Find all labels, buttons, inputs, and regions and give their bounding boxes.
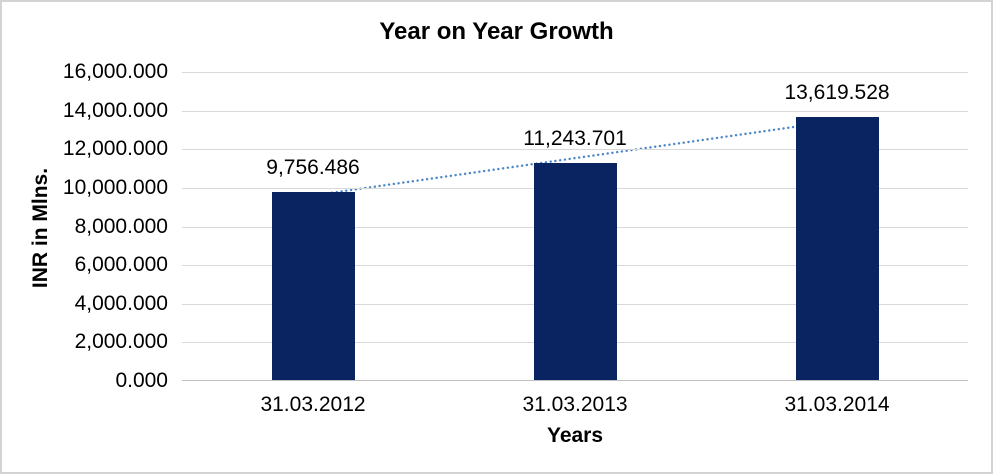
x-axis-tick-labels: 31.03.2012 31.03.2013 31.03.2014	[182, 393, 968, 419]
gridline	[182, 110, 968, 112]
x-tick-label: 31.03.2014	[784, 393, 890, 416]
plot-area: 9,756.486 11,243.701 13,619.528	[182, 72, 968, 381]
y-tick-label: 16,000.000	[62, 60, 168, 83]
trendline-layer	[311, 119, 839, 197]
y-tick-label: 10,000.000	[62, 175, 168, 199]
chart-title: Year on Year Growth	[379, 18, 614, 45]
y-tick-label: 6,000.000	[74, 253, 168, 277]
gridline	[182, 72, 968, 73]
bar	[795, 116, 879, 380]
y-tick-label: 4,000.000	[74, 291, 168, 315]
trendline	[311, 119, 839, 197]
data-label: 11,243.701	[523, 126, 627, 150]
y-tick-label: 12,000.000	[62, 137, 168, 161]
y-tick-label: 8,000.000	[74, 214, 168, 238]
bar	[271, 191, 355, 380]
x-tick-label: 31.03.2013	[522, 393, 628, 416]
bar	[533, 162, 617, 380]
x-axis-title: Years	[546, 424, 604, 447]
y-tick-label: 14,000.000	[62, 98, 168, 122]
x-tick-label: 31.03.2012	[260, 393, 366, 416]
y-tick-label: 0.000	[115, 369, 168, 392]
data-label: 13,619.528	[784, 80, 890, 104]
gridline	[182, 149, 968, 151]
y-tick-label: 2,000.000	[74, 330, 168, 354]
data-label: 9,756.486	[266, 155, 360, 179]
y-axis-tick-labels: 0.000 2,000.000 4,000.000 6,000.000 8,000.00…	[2, 60, 168, 392]
